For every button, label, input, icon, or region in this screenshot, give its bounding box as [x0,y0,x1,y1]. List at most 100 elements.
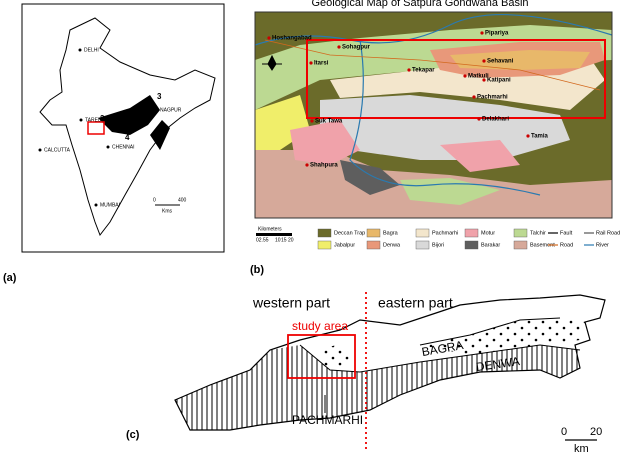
legend-label: Bijori [432,242,444,248]
formation-label: BAGRA [421,338,465,359]
town-dot [407,68,411,72]
place-label: NAGPUR [160,107,182,113]
place-label: Shahpura [310,163,338,169]
town-dot [482,78,486,82]
place-label: Tamia [531,134,549,140]
legend-label: Road [560,242,573,248]
place-label: Itarsi [314,61,329,67]
scale-label: 20 [590,426,602,438]
place-label: CHENNAI [112,144,135,150]
scale-label: 15 [281,237,287,243]
formation-label: DENWA [475,354,521,374]
legend-label: Jabalpur [334,242,355,248]
scale-bar [256,233,292,236]
legend-swatch [415,240,430,250]
legend-swatch [464,240,479,250]
place-label: Pachmarhi [477,95,508,101]
place-label: Hoshangabad [272,36,312,42]
place-label: PACHMARHI [292,413,363,427]
place-label: Sohagpur [342,45,371,51]
town-dot [309,61,313,65]
legend-label: River [596,242,609,248]
legend-label: Talchir [530,230,546,236]
study-area-label: study area [292,319,348,333]
town-dot [463,74,467,78]
city-dot [78,48,82,52]
legend-swatch [415,228,430,238]
city-dot [106,145,110,149]
study-box-c [287,334,356,379]
legend-label: Fault [560,230,573,236]
legend-swatch [366,240,381,250]
scale-label: 0 [153,197,156,203]
place-label: Tekapar [412,68,435,74]
town-dot [305,163,309,167]
town-dot [310,119,314,123]
place-label: Pipariya [485,31,509,37]
town-dot [472,95,476,99]
legend-label: Denwa [383,242,401,248]
scale-title: Kilometers [258,226,282,232]
map-title: Geological Map of Satpura Gondwana Basin [311,0,528,9]
basin-number: 2 [100,114,105,123]
place-label: DELHI [84,47,99,53]
panel-label: (b) [250,264,264,276]
town-dot [337,45,341,49]
unit-bijori [320,95,570,160]
scale-label: 10 [275,237,281,243]
region-label: eastern part [378,295,453,311]
scale-label: 400 [178,197,187,203]
place-label: MUMBAI [100,202,120,208]
place-label: Sehavani [487,59,514,65]
north-arrow [262,54,282,71]
city-dot [38,148,42,152]
basin-outline [174,294,606,431]
place-label: TAREL [85,117,101,123]
basin-dots [420,318,585,355]
place-label: Delakhari [482,117,509,123]
town-dot [526,134,530,138]
panel-label: (a) [3,272,17,284]
scale-label: 0 [561,426,567,438]
basin-hatch [175,345,580,430]
contact-line [299,317,581,373]
city-dot [79,118,83,122]
town-dot [480,31,484,35]
town-dot [267,36,271,40]
scale-label: km [574,443,589,455]
legend-label: Rail Road [596,230,620,236]
legend-label: Bagra [383,230,399,236]
legend-swatch [366,228,381,238]
place-label: Matkuli [468,74,489,80]
basin-number: 1 [116,123,121,132]
study-box-b [306,39,606,119]
basin-number: 4 [125,133,130,142]
scale-label: 02.55 [256,237,269,243]
place-label: Katipani [487,78,511,84]
legend-label: Motur [481,230,495,236]
legend-swatch [513,240,528,250]
unit-motur [290,120,520,172]
legend-label: Pachmarhi [432,230,458,236]
road [264,39,601,91]
unit-barakar [340,160,400,195]
gondwana-basins [98,95,170,150]
city-dot [154,108,158,112]
place-label: CALCUTTA [44,147,71,153]
city-dot [94,203,98,207]
map-frame-b [254,11,613,219]
legend-label: Barakar [481,242,500,248]
legend-swatch [464,228,479,238]
town-dot [477,117,481,121]
legend-swatch [317,228,332,238]
panel-label: (c) [126,429,140,441]
unit-bagra [450,50,590,70]
town-dot [482,59,486,63]
region-label: western part [252,295,330,311]
legend-label: Deccan Trap [334,230,365,236]
place-label: Suk Tawa [315,119,343,125]
basin-number: 3 [157,92,162,101]
river [254,13,613,196]
study-box-a [87,121,105,135]
